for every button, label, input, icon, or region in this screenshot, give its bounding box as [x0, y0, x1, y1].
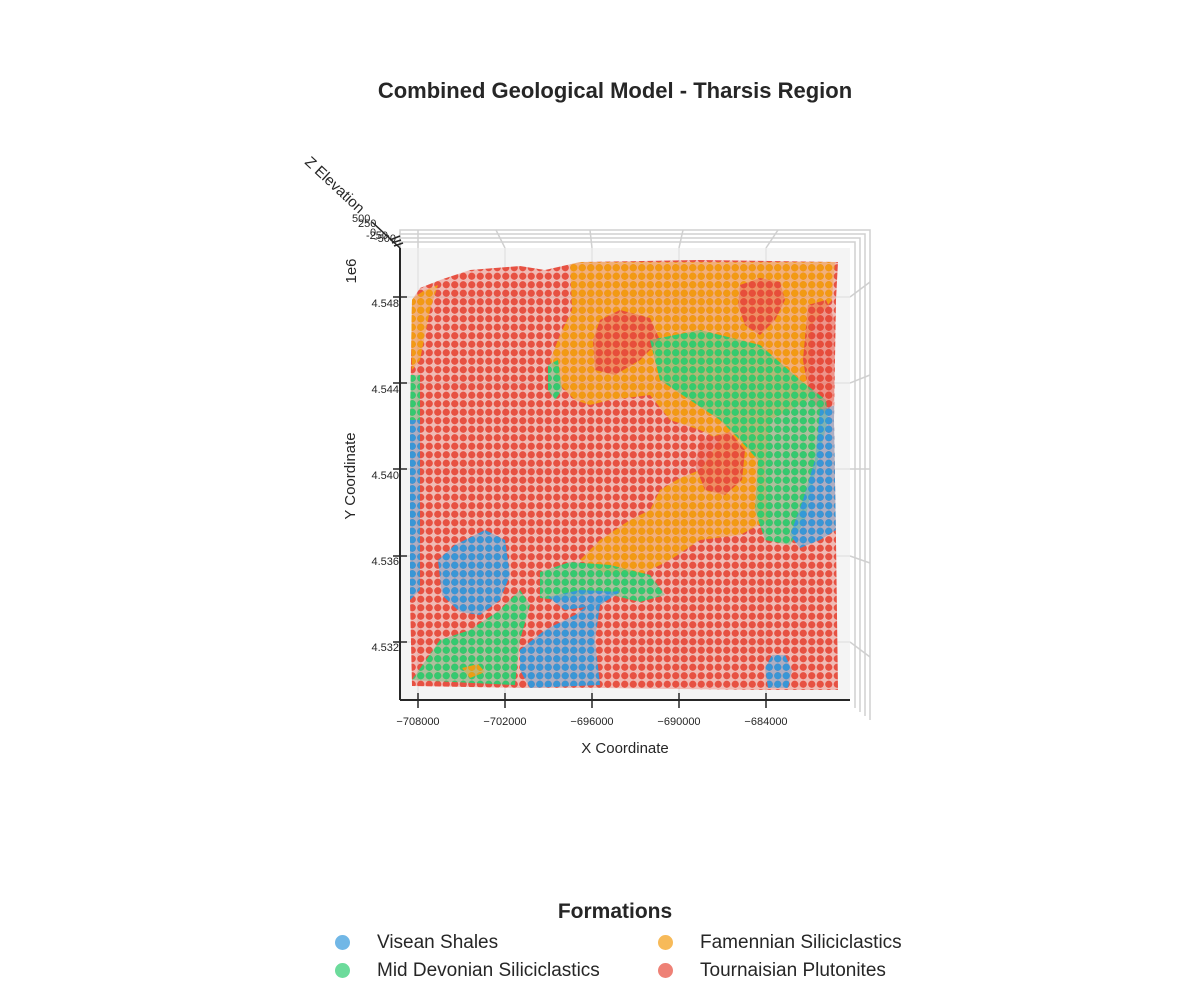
legend-label: Famennian Siliciclastics [700, 931, 902, 953]
legend-label: Visean Shales [377, 931, 499, 953]
red-lobe-east [803, 300, 835, 415]
z-tick-label: -250 [366, 230, 388, 242]
x-axis: −708000 −702000 −696000 −690000 −684000 … [396, 693, 788, 757]
legend-item-tournaisian-plutonites[interactable]: Tournaisian Plutonites [643, 960, 920, 981]
x-tick-label: −696000 [570, 716, 613, 728]
y-axis-label: Y Coordinate [342, 432, 359, 519]
legend: Formations Visean Shales Famennian Silic… [320, 900, 920, 981]
x-tick-label: −702000 [483, 716, 526, 728]
series-visean-shales-se [765, 655, 792, 688]
circle-marker-icon [335, 963, 350, 978]
series-famennian-sw-speck [462, 664, 485, 678]
y-tick-label: 4.536 [371, 556, 399, 568]
x-tick-label: −690000 [657, 716, 700, 728]
legend-label: Mid Devonian Siliciclastics [377, 959, 600, 981]
series-mid-devonian-west-edge [410, 375, 420, 420]
y-tick-label: 4.548 [371, 298, 399, 310]
axes [399, 248, 850, 701]
series-famennian-west-edge [410, 285, 438, 370]
x-tick-label: −684000 [744, 716, 787, 728]
x-tick-label: −708000 [396, 716, 439, 728]
legend-item-visean-shales[interactable]: Visean Shales [320, 932, 643, 953]
plot-3d-scatter[interactable]: −708000 −702000 −696000 −690000 −684000 … [0, 0, 1200, 880]
y-tick-label: 4.540 [371, 470, 399, 482]
circle-marker-icon [335, 935, 350, 950]
point-cloud [410, 260, 838, 690]
z-tick-label: 500 [352, 213, 370, 225]
chart-title: Combined Geological Model - Tharsis Regi… [377, 78, 853, 103]
series-mid-devonian-notch [548, 360, 562, 400]
z-tick-label: -500 [374, 233, 396, 245]
y-tick-label: 4.532 [371, 642, 399, 654]
legend-item-famennian-siliciclastics[interactable]: Famennian Siliciclastics [643, 932, 920, 953]
series-visean-shales-west [410, 420, 420, 600]
legend-item-mid-devonian-siliciclastics[interactable]: Mid Devonian Siliciclastics [320, 960, 643, 981]
series-visean-shales-south2 [548, 590, 620, 610]
legend-title: Formations [557, 900, 673, 923]
red-pocket-north [593, 310, 660, 375]
red-pocket-center [695, 432, 745, 495]
series-mid-devonian-east [650, 330, 828, 545]
series-mid-devonian-southwest [412, 590, 530, 685]
circle-marker-icon [658, 963, 673, 978]
z-axis: 500 250 0 -250 -500 Z Elevation [301, 153, 404, 249]
series-visean-shales-east [790, 405, 836, 548]
circle-marker-icon [658, 935, 673, 950]
y-tick-label: 4.544 [371, 384, 399, 396]
z-axis-label: Z Elevation [301, 153, 367, 217]
x-axis-label: X Coordinate [581, 740, 669, 757]
y-offset-label: 1e6 [343, 258, 360, 283]
z-tick-label: 0 [370, 227, 376, 239]
legend-label: Tournaisian Plutonites [700, 959, 886, 981]
z-tick-label: 250 [358, 218, 376, 230]
series-visean-shales-sw [438, 530, 510, 615]
red-pocket-ne [738, 278, 785, 335]
y-axis: 4.548 4.544 4.540 4.536 4.532 1e6 Y Coor… [342, 258, 407, 654]
series-visean-shales-south [520, 590, 620, 688]
